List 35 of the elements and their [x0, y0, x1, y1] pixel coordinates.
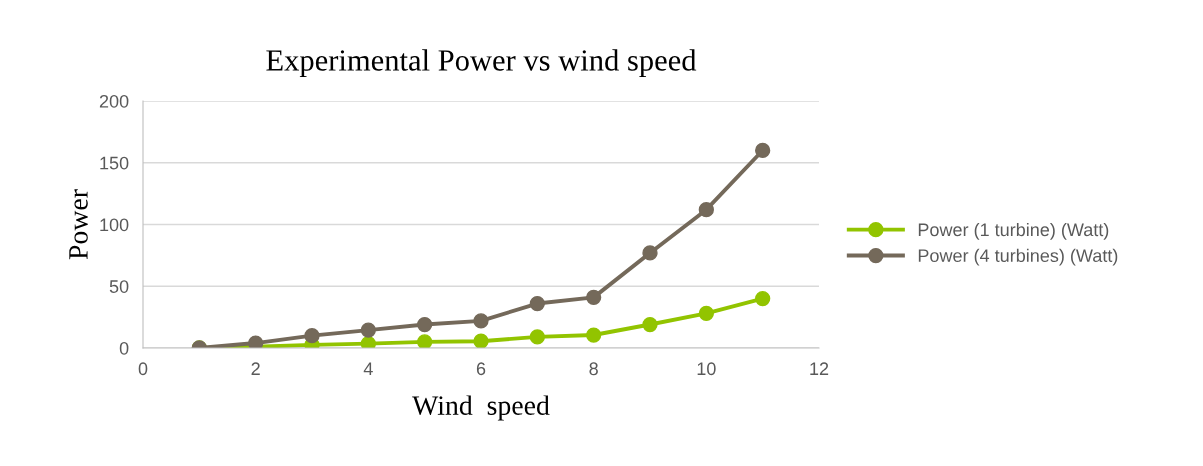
x-tick-label: 4	[363, 362, 373, 375]
x-tick-label: 0	[138, 362, 148, 376]
point	[473, 313, 489, 329]
y-tick-label: 150	[100, 156, 129, 170]
point	[755, 142, 771, 159]
point	[642, 316, 658, 333]
point	[698, 305, 714, 322]
x-tick-label: 12	[810, 362, 829, 375]
x-tick-label: 10	[697, 362, 716, 376]
point	[360, 322, 376, 338]
point	[248, 335, 264, 348]
y-tick-label: 50	[109, 280, 129, 293]
point	[529, 329, 545, 345]
point	[304, 328, 320, 344]
y-tick-label: 0	[119, 341, 129, 355]
x-tick-label: 6	[476, 362, 486, 376]
point	[586, 289, 602, 306]
chart-title: Experimental Power vs wind speed	[266, 49, 697, 77]
x-tick-label: 8	[589, 362, 598, 376]
legend-label: Power (4 turbines) (Watt)	[918, 248, 1118, 266]
point	[360, 336, 376, 348]
x-axis-title: Wind speed	[412, 395, 550, 421]
point	[417, 316, 433, 333]
point	[473, 333, 489, 348]
point	[698, 202, 714, 218]
point	[755, 290, 771, 307]
y-tick-label: 200	[99, 94, 129, 108]
y-axis-title: Power	[69, 189, 88, 260]
legend-label: Power (1 turbine) (Watt)	[918, 222, 1109, 240]
point	[529, 295, 545, 312]
point	[417, 334, 433, 348]
x-tick-label: 2	[251, 362, 260, 375]
y-tick-label: 100	[100, 218, 129, 232]
point	[642, 245, 658, 261]
point	[586, 327, 602, 343]
